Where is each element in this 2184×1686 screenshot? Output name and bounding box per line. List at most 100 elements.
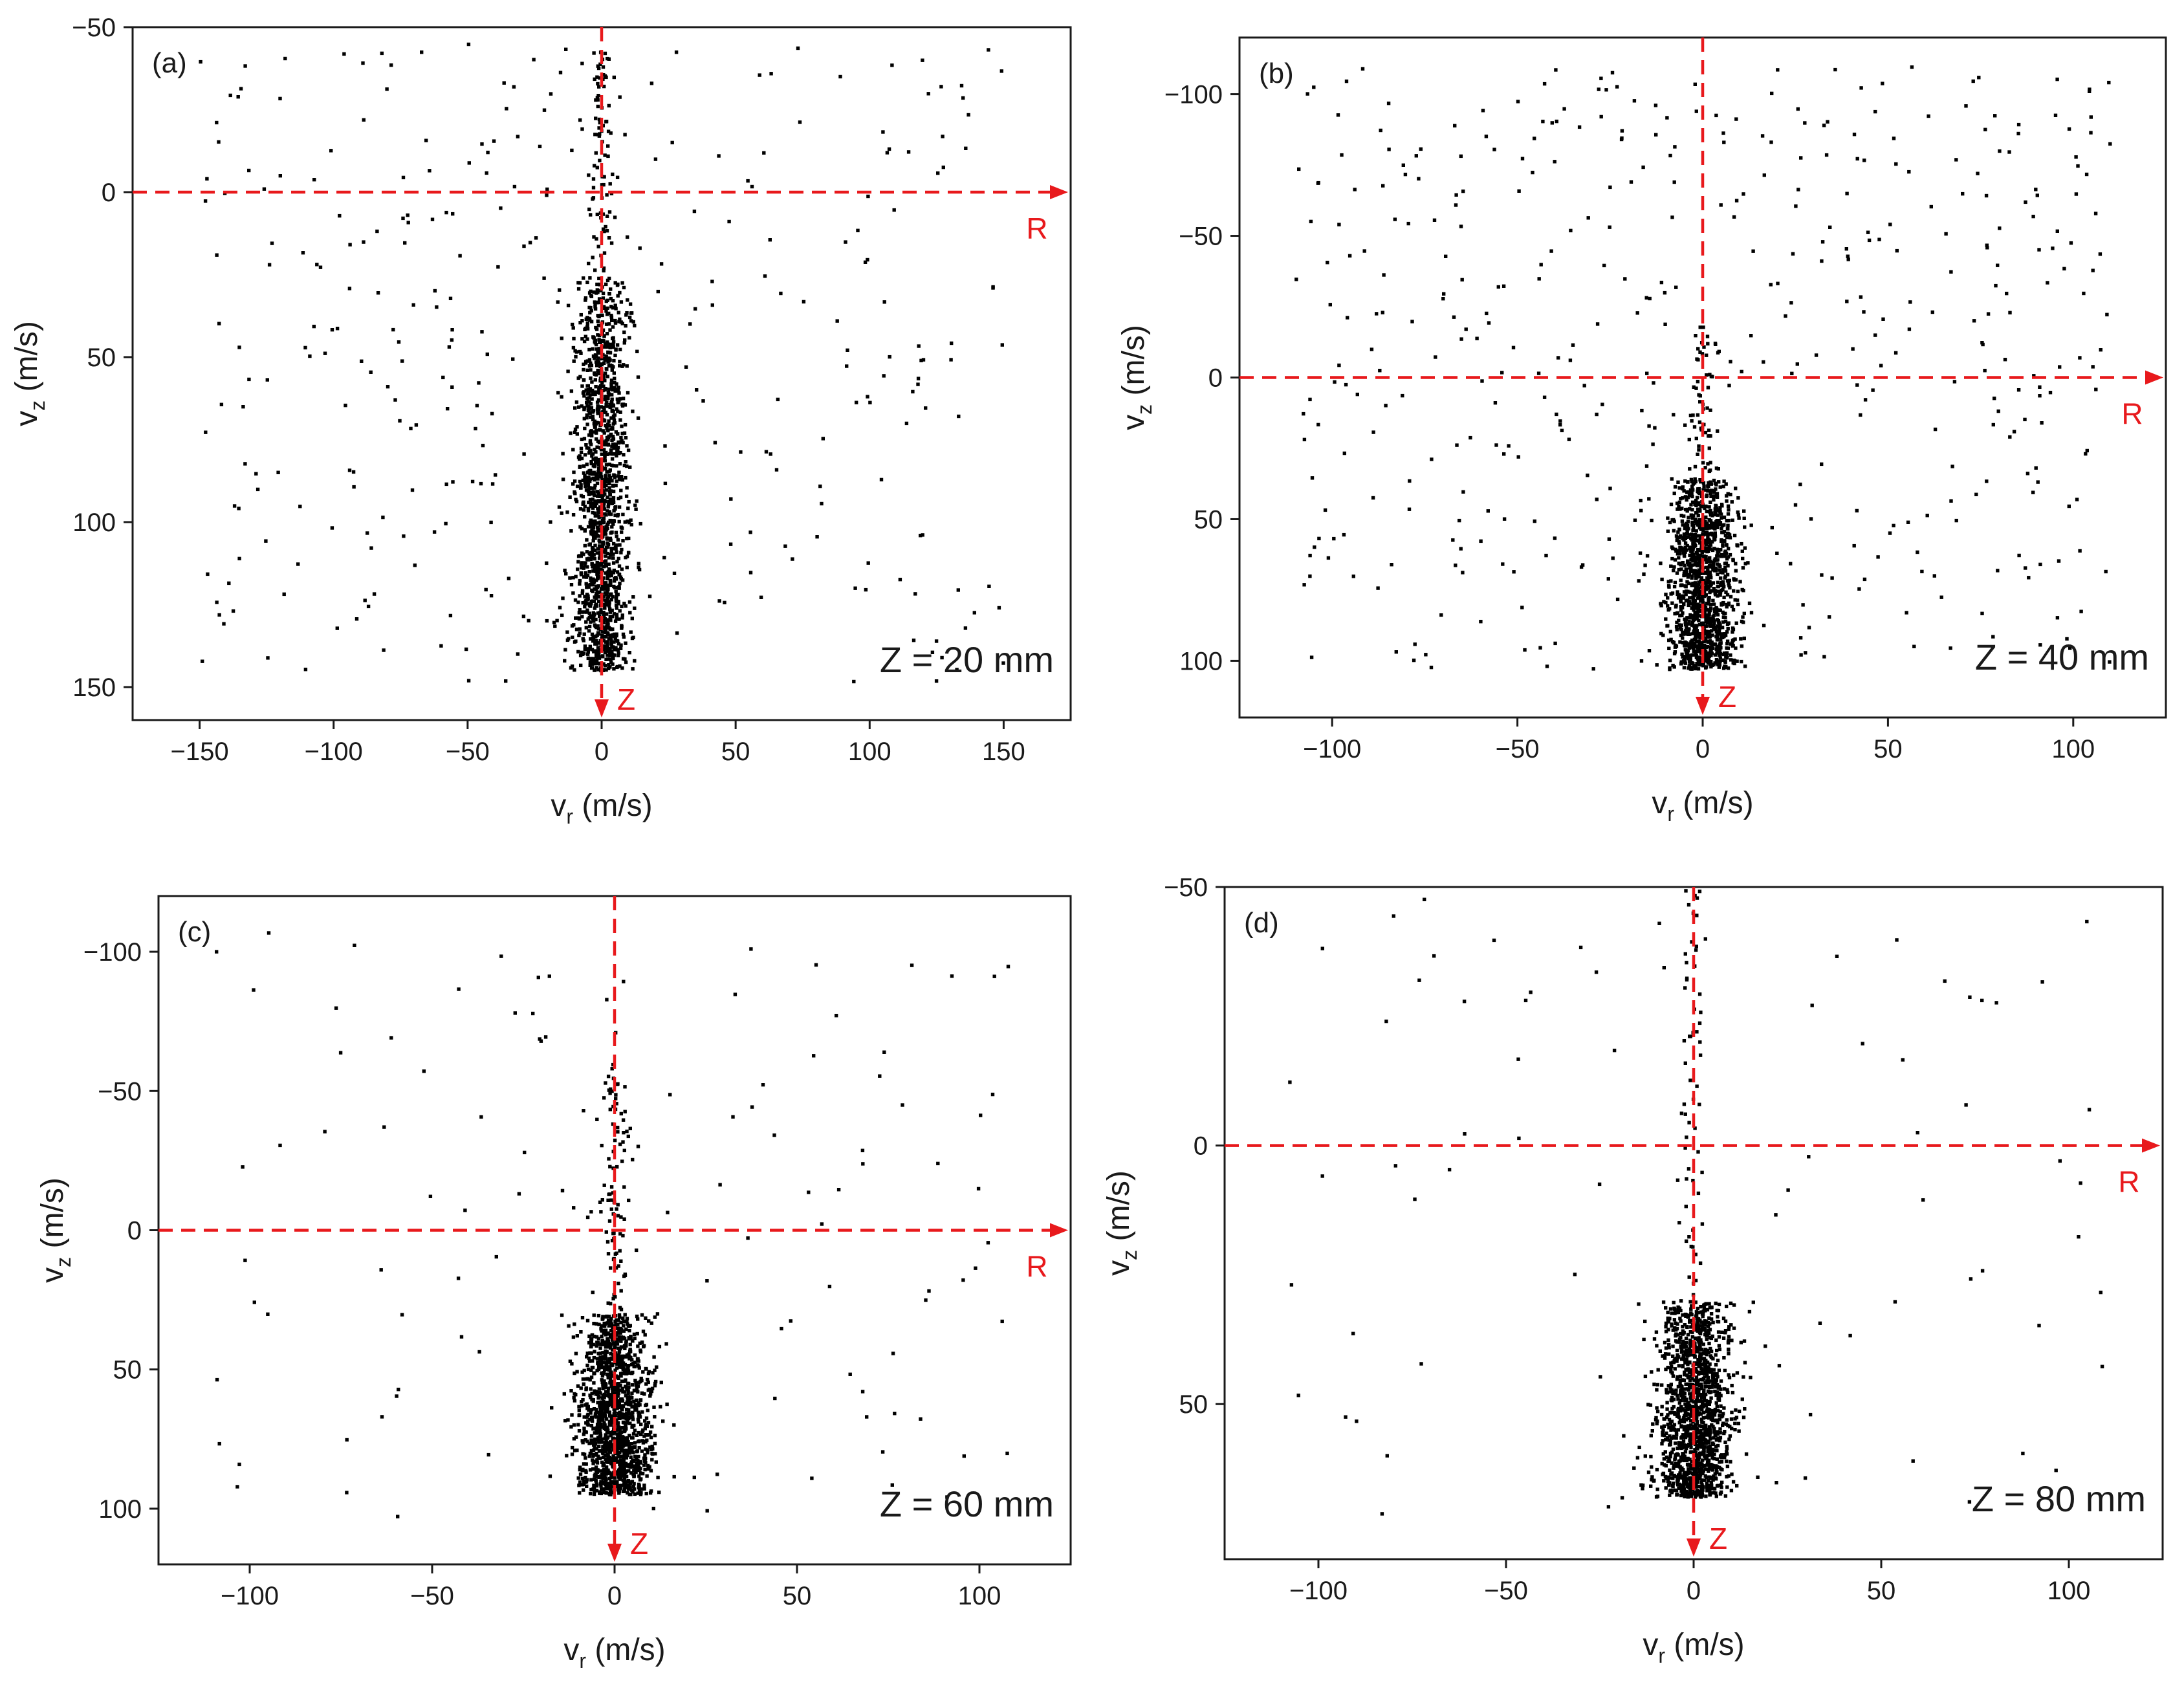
data-point [940, 655, 944, 660]
data-point [584, 582, 588, 586]
data-point [585, 316, 589, 320]
data-point [615, 593, 619, 597]
data-point [592, 1483, 596, 1487]
data-point [599, 1358, 603, 1363]
data-point [599, 544, 604, 548]
data-point [596, 594, 601, 598]
data-point [613, 318, 617, 323]
data-point [1876, 555, 1880, 559]
data-point [609, 1462, 613, 1466]
data-point [1696, 564, 1699, 567]
data-point [573, 1322, 576, 1326]
data-point [611, 1437, 615, 1441]
data-point [1705, 509, 1709, 514]
data-point [1699, 518, 1703, 522]
data-point [579, 1386, 583, 1390]
data-point [201, 659, 204, 663]
data-point [653, 1452, 657, 1456]
data-point [619, 300, 624, 304]
data-point [594, 534, 598, 538]
data-point [542, 108, 547, 112]
data-point [591, 464, 595, 468]
data-point [587, 551, 591, 555]
data-point [571, 482, 575, 486]
data-point [1696, 633, 1699, 637]
data-point [2032, 374, 2036, 378]
data-point [621, 1366, 625, 1370]
data-point [1718, 506, 1722, 510]
data-point [655, 1365, 659, 1369]
data-point [1681, 636, 1685, 640]
data-point [610, 530, 614, 534]
data-point [1667, 638, 1671, 642]
data-point [604, 1417, 609, 1421]
data-point [602, 1368, 607, 1372]
data-point [615, 543, 619, 547]
data-point [595, 476, 598, 479]
data-point [1680, 519, 1685, 523]
data-point [653, 1384, 657, 1388]
data-point [1670, 601, 1674, 605]
data-point [618, 410, 622, 414]
data-point [626, 1322, 629, 1326]
data-point [618, 1315, 622, 1319]
data-point [606, 1446, 611, 1450]
data-point [595, 347, 598, 351]
data-point [622, 431, 627, 435]
data-point [613, 474, 617, 477]
data-point [642, 1456, 646, 1460]
data-point [622, 1480, 626, 1485]
data-point [1700, 644, 1704, 648]
data-point [1664, 600, 1668, 605]
data-point [1696, 523, 1700, 527]
data-point [1694, 518, 1698, 521]
data-point [1632, 99, 1637, 103]
data-point [1742, 636, 1746, 640]
data-point [296, 562, 300, 566]
data-point [1991, 422, 1995, 427]
data-point [1713, 521, 1718, 525]
data-point [1674, 534, 1679, 538]
data-point [930, 650, 935, 654]
data-point [486, 150, 490, 155]
data-point [616, 1388, 620, 1393]
data-point [593, 1335, 596, 1339]
data-point [606, 1407, 609, 1410]
data-point [420, 50, 424, 54]
data-point [619, 551, 623, 554]
data-point [1683, 564, 1687, 567]
data-point [1685, 644, 1689, 648]
data-point [911, 389, 915, 394]
data-point [1654, 104, 1658, 107]
data-point [575, 432, 579, 436]
data-point [587, 487, 591, 490]
data-point [1991, 635, 1995, 639]
data-point [1700, 352, 1705, 356]
data-point [626, 235, 629, 239]
y-tick-label: 50 [1194, 505, 1223, 534]
data-point [1677, 593, 1681, 597]
data-point [622, 1425, 627, 1430]
data-point [1305, 92, 1309, 96]
data-point [1892, 523, 1895, 528]
data-point [602, 334, 606, 338]
data-point [1741, 566, 1745, 570]
data-point [612, 653, 617, 657]
data-point [633, 323, 637, 328]
data-point [1694, 632, 1698, 636]
data-point [1714, 507, 1718, 512]
data-point [606, 618, 609, 622]
data-point [1688, 590, 1692, 594]
data-point [617, 470, 621, 474]
data-point [594, 459, 598, 463]
data-point [1741, 615, 1745, 619]
data-point [614, 347, 618, 351]
data-point [620, 1358, 624, 1362]
data-point [1694, 529, 1698, 533]
data-point [626, 391, 630, 395]
data-point [1690, 419, 1694, 423]
data-point [2016, 122, 2021, 127]
data-point [642, 1344, 646, 1349]
data-point [608, 363, 613, 367]
data-point [592, 235, 596, 239]
